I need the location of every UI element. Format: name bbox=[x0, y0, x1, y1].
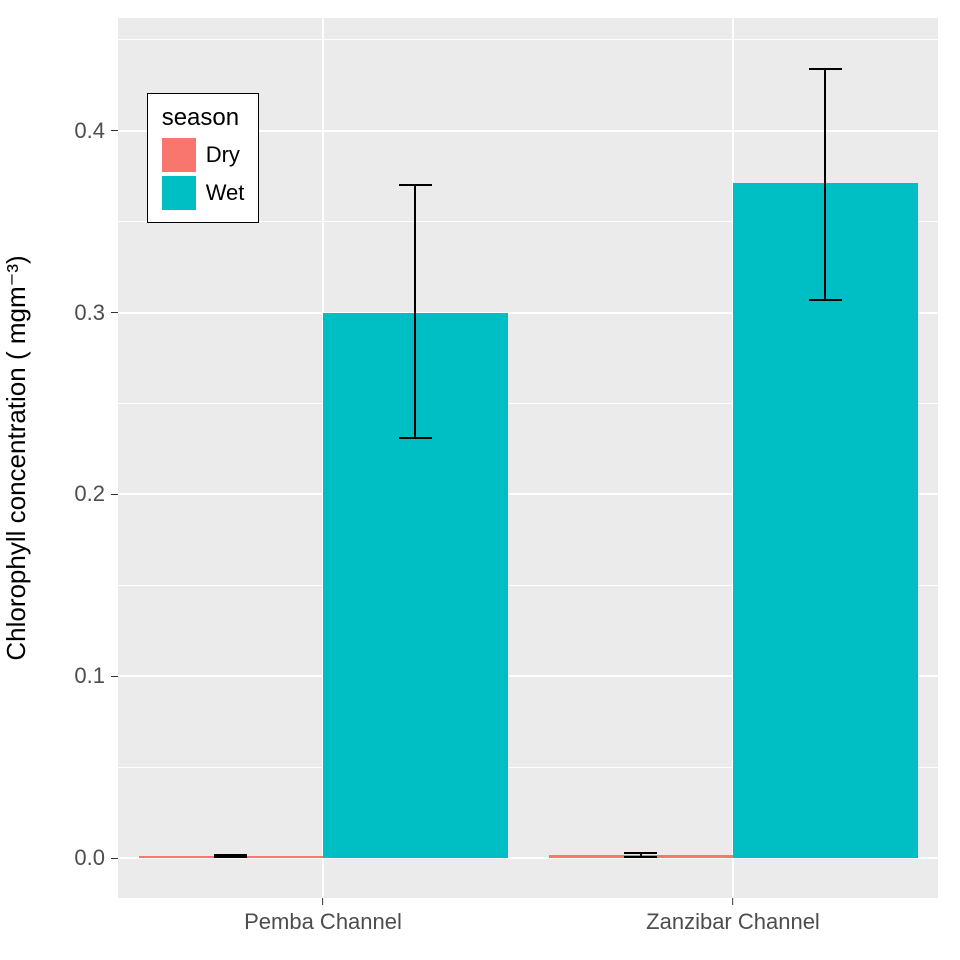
y-tick-label: 0.4 bbox=[74, 118, 105, 144]
errorbar-cap-bottom bbox=[809, 299, 842, 301]
y-tick-mark bbox=[111, 130, 118, 131]
legend-swatch bbox=[162, 138, 196, 172]
legend: season Dry Wet bbox=[147, 93, 260, 223]
y-tick: 0.3 bbox=[74, 300, 118, 326]
legend-label: Dry bbox=[206, 142, 240, 168]
x-tick: Pemba Channel bbox=[244, 898, 402, 935]
errorbar-cap-top bbox=[624, 852, 657, 854]
figure: 0.0 0.1 0.2 0.3 0.4 Pemba Channel Zanzibar Cha… bbox=[0, 0, 960, 960]
errorbar-cap-bottom bbox=[214, 856, 247, 858]
errorbar-cap-top bbox=[809, 68, 842, 70]
y-tick-mark bbox=[111, 858, 118, 859]
errorbar-cap-bottom bbox=[399, 437, 432, 439]
x-tick-mark bbox=[323, 898, 324, 905]
x-tick-label: Pemba Channel bbox=[244, 909, 402, 935]
x-tick-mark bbox=[732, 898, 733, 905]
legend-label: Wet bbox=[206, 180, 245, 206]
y-tick: 0.2 bbox=[74, 481, 118, 507]
legend-item: Dry bbox=[162, 138, 245, 172]
y-tick: 0.1 bbox=[74, 663, 118, 689]
y-tick-mark bbox=[111, 312, 118, 313]
errorbar-line bbox=[824, 69, 826, 300]
errorbar-line bbox=[414, 185, 416, 438]
errorbar-cap-top bbox=[399, 184, 432, 186]
x-tick-label: Zanzibar Channel bbox=[646, 909, 820, 935]
y-tick: 0.0 bbox=[74, 845, 118, 871]
y-tick: 0.4 bbox=[74, 118, 118, 144]
y-tick-mark bbox=[111, 494, 118, 495]
y-tick-label: 0.1 bbox=[74, 663, 105, 689]
legend-title: season bbox=[162, 104, 245, 132]
x-tick: Zanzibar Channel bbox=[646, 898, 820, 935]
y-tick-label: 0.0 bbox=[74, 845, 105, 871]
gridline-minor bbox=[118, 39, 938, 40]
legend-item: Wet bbox=[162, 176, 245, 210]
y-axis-label: Chlorophyll concentration ( mgm⁻³) bbox=[1, 255, 32, 660]
y-tick-mark bbox=[111, 676, 118, 677]
errorbar-cap-bottom bbox=[624, 856, 657, 858]
legend-swatch bbox=[162, 176, 196, 210]
y-tick-label: 0.2 bbox=[74, 481, 105, 507]
plot-panel: 0.00.10.20.30.4Pemba ChannelZanzibar Cha… bbox=[118, 18, 938, 898]
y-tick-label: 0.3 bbox=[74, 300, 105, 326]
